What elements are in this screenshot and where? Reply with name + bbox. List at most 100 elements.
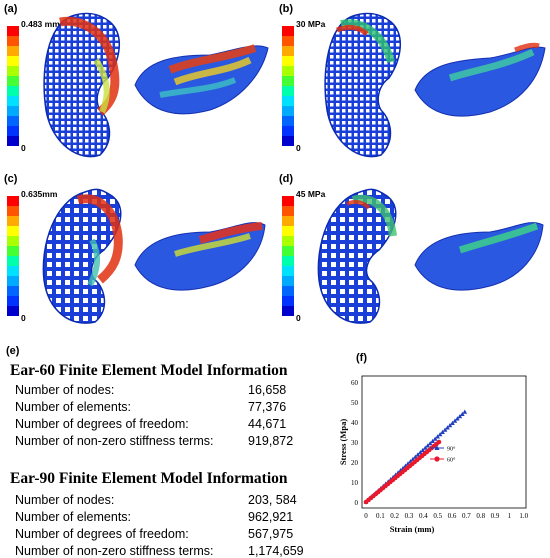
panel-label: (b) <box>279 3 294 15</box>
data-point <box>432 436 438 441</box>
data-point <box>415 452 421 457</box>
data-point <box>422 445 428 450</box>
x-tick-label: 1.0 <box>519 512 528 520</box>
data-point <box>413 454 418 459</box>
data-point <box>430 438 435 444</box>
colorbar-min: 0 <box>296 313 301 323</box>
y-tick-label: 20 <box>351 459 359 467</box>
colorbar-segment <box>282 56 294 66</box>
x-tick-label: 0.1 <box>376 512 385 520</box>
row-label: Number of degrees of freedom: <box>15 527 189 541</box>
data-point <box>418 450 423 455</box>
colorbar-segment <box>282 246 294 256</box>
x-tick-label: 0.2 <box>390 512 399 520</box>
panel-a: (a) 0.483 mm 0 <box>0 0 275 165</box>
y-tick-label: 0 <box>355 499 359 507</box>
row-value: 1,174,659 <box>248 544 304 558</box>
colorbar-segment <box>7 96 19 106</box>
x-tick-label: 0 <box>364 512 368 520</box>
colorbar-segment <box>282 296 294 306</box>
panel-label: (c) <box>4 173 18 185</box>
colorbar-segment <box>282 96 294 106</box>
row-value: 203, 584 <box>248 493 297 507</box>
data-point <box>445 425 450 430</box>
y-tick-label: 10 <box>351 479 359 487</box>
plot-area <box>361 375 527 509</box>
data-point <box>437 432 443 437</box>
colorbar-segment <box>282 136 294 146</box>
colorbar-segment <box>7 206 19 216</box>
panel-f-label: (f) <box>356 352 367 364</box>
colorbar-segment <box>7 46 19 56</box>
colorbar-segment <box>7 216 19 226</box>
stress-strain-chart: 0 10 20 30 40 50 60 0 0.1 0.2 0.3 0.4 0.5 0.6 0.7 0.8 0… <box>338 375 529 534</box>
data-point <box>427 441 433 446</box>
y-axis-label: Stress (Mpa) <box>338 419 348 466</box>
panel-b: (b) 30 MPa 0 <box>275 0 550 165</box>
row-value: 962,921 <box>248 510 294 524</box>
colorbar-max: 0.635mm <box>21 189 58 199</box>
colorbar-segment <box>7 296 19 306</box>
row-value: 16,658 <box>248 383 287 397</box>
data-point <box>457 414 463 419</box>
colorbar-segment <box>282 36 294 46</box>
colorbar-segment <box>7 236 19 246</box>
x-tick-label: 0.6 <box>448 512 457 520</box>
data-point <box>460 411 465 417</box>
colorbar-segment <box>282 266 294 276</box>
panel-label: (d) <box>279 173 294 185</box>
colorbar-segment <box>7 116 19 126</box>
colorbar-segment <box>282 76 294 86</box>
x-tick-label: 1 <box>508 512 512 520</box>
colorbar-segment <box>7 66 19 76</box>
colorbar-segment <box>282 236 294 246</box>
colorbar-segment <box>282 206 294 216</box>
colorbar <box>7 26 19 146</box>
data-point <box>425 443 431 448</box>
x-tick-label: 0.7 <box>462 512 471 520</box>
colorbar-segment <box>7 86 19 96</box>
colorbar <box>282 196 294 316</box>
colorbar-segment <box>7 286 19 296</box>
colorbar-segment <box>282 106 294 116</box>
colorbar-max: 30 MPa <box>296 19 326 29</box>
colorbar-segment <box>7 106 19 116</box>
x-tick-label: 0.8 <box>476 512 485 520</box>
x-tick-label: 0.4 <box>419 512 428 520</box>
colorbar-segment <box>282 196 294 206</box>
colorbar-max: 45 MPa <box>296 189 326 199</box>
colorbar-segment <box>282 126 294 136</box>
ear-model-render <box>42 188 266 324</box>
ear-model-render <box>43 12 269 158</box>
row-label: Number of elements: <box>15 510 132 524</box>
table-title: Ear-90 Finite Element Model Information <box>10 470 288 487</box>
row-label: Number of degrees of freedom: <box>15 417 189 431</box>
data-point <box>440 429 445 435</box>
colorbar-min: 0 <box>296 143 301 153</box>
colorbar-segment <box>7 256 19 266</box>
colorbar-segment <box>282 86 294 96</box>
table-title: Ear-60 Finite Element Model Information <box>10 362 288 379</box>
colorbar-segment <box>282 226 294 236</box>
colorbar-segment <box>7 36 19 46</box>
panel-c: (c) 0.635mm 0 <box>0 170 275 335</box>
colorbar-segment <box>7 276 19 286</box>
legend-label: 60° <box>447 457 456 464</box>
colorbar-segment <box>282 256 294 266</box>
data-point <box>436 439 442 445</box>
colorbar-segment <box>282 216 294 226</box>
y-tick-label: 40 <box>351 419 359 427</box>
colorbar-segment <box>7 226 19 236</box>
row-label: Number of nodes: <box>15 383 115 397</box>
colorbar-segment <box>7 76 19 86</box>
colorbar-segment <box>282 306 294 316</box>
row-label: Number of nodes: <box>15 493 115 507</box>
x-axis-label: Strain (mm) <box>390 524 435 534</box>
colorbar <box>7 196 19 316</box>
colorbar-segment <box>282 66 294 76</box>
legend-label: 90° <box>447 446 456 453</box>
colorbar <box>282 26 294 146</box>
ear-model-render <box>317 188 544 324</box>
legend-marker <box>434 456 440 462</box>
data-point <box>452 418 458 423</box>
